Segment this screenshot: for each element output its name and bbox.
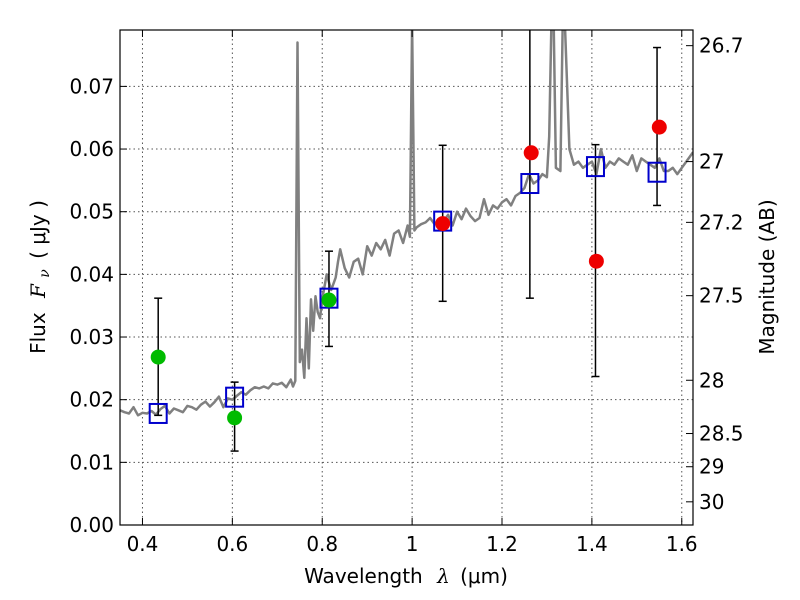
observed-red-point [435, 216, 451, 232]
magnitude-tick-label: 28 [699, 368, 724, 392]
plot-background [120, 30, 693, 525]
observed-red-point [651, 119, 667, 135]
observed-red-point [523, 145, 539, 161]
observed-green-point [150, 349, 166, 365]
magnitude-tick-label: 28.5 [699, 422, 744, 446]
model-square [225, 386, 245, 408]
y-axis-label: Flux F ν ( μJy ) [26, 200, 54, 354]
model-square [520, 173, 540, 195]
x-tick-label: 1.2 [486, 532, 518, 556]
y2-axis-label: Magnitude (AB) [755, 199, 779, 354]
axis-ticks: 0.4 0.6 0.8 1 1.2 1.4 1.6 0.00 0.01 0.02 0.03 0.04 0… [69, 30, 744, 556]
model-square [148, 402, 168, 424]
magnitude-tick-label: 27 [699, 150, 724, 174]
observed-green-point [321, 292, 337, 308]
y-tick-label: 0.03 [69, 325, 114, 349]
x-tick-label: 1 [406, 532, 419, 556]
y-tick-label: 0.07 [69, 74, 114, 98]
y-tick-label: 0.05 [69, 200, 114, 224]
magnitude-tick-label: 27.2 [699, 210, 744, 234]
observed-green-point [227, 410, 243, 426]
x-axis-label-unit: (μm) [460, 564, 508, 588]
y-axis-label-text: Flux [26, 312, 50, 354]
template-spectrum-line [120, 30, 693, 417]
plot-frame [119, 29, 694, 526]
magnitude-tick-label: 27.5 [699, 284, 744, 308]
x-axis-label-symbol: λ [436, 564, 450, 588]
y-axis-label-unit: ( μJy ) [26, 200, 50, 259]
x-tick-label: 0.8 [306, 532, 338, 556]
magnitude-tick-label: 29 [699, 455, 724, 479]
y-tick-label: 0.02 [69, 388, 114, 412]
y-tick-label: 0.00 [69, 513, 114, 537]
magnitude-tick-label: 30 [699, 490, 724, 514]
y-axis-label-symbol: F [26, 283, 50, 299]
x-axis-label-text: Wavelength [304, 564, 423, 588]
x-tick-label: 0.6 [216, 532, 248, 556]
y-tick-label: 0.04 [69, 262, 114, 286]
x-tick-label: 1.6 [666, 532, 698, 556]
y-axis-label-subscript: ν [37, 269, 53, 278]
x-axis-label: Wavelength λ (μm) [304, 564, 508, 588]
magnitude-tick-label: 26.7 [699, 34, 744, 58]
data-layer [120, 30, 693, 417]
y-tick-label: 0.06 [69, 137, 114, 161]
x-tick-label: 0.4 [127, 532, 159, 556]
model-square [585, 156, 605, 178]
observed-red-point [588, 253, 604, 269]
markers [148, 119, 667, 426]
model-square [647, 161, 667, 183]
x-tick-label: 1.4 [576, 532, 608, 556]
y-tick-label: 0.01 [69, 450, 114, 474]
model-square [319, 287, 339, 309]
